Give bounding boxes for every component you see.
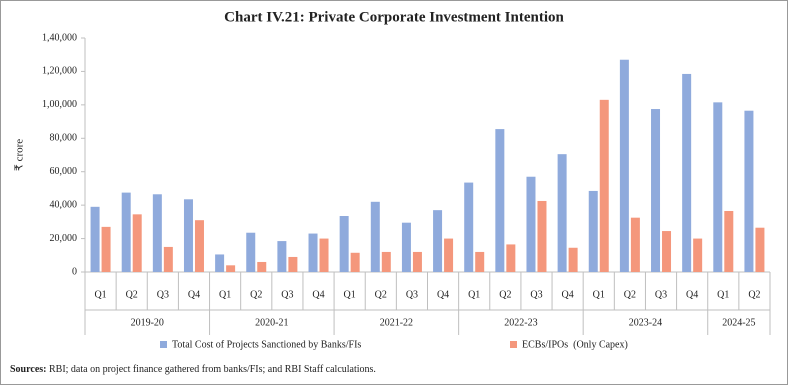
bar [630, 217, 640, 272]
bar [215, 254, 225, 272]
x-tick-label: Q3 [281, 289, 293, 300]
legend-swatch [510, 341, 517, 348]
bar [412, 251, 422, 272]
y-tick-label: 0 [72, 266, 77, 277]
source-text: RBI; data on project finance gathered fr… [46, 364, 375, 375]
chart-title: Chart IV.21: Private Corporate Investmen… [224, 9, 564, 25]
y-axis-label: ₹ crore [14, 139, 26, 171]
x-tick-label: Q4 [437, 289, 449, 300]
x-tick-label: Q1 [344, 289, 356, 300]
bar [588, 190, 598, 272]
bar [90, 206, 100, 272]
x-tick-label: Q2 [748, 289, 760, 300]
bar [288, 256, 298, 272]
x-tick-label: Q2 [250, 289, 262, 300]
bar [381, 251, 391, 272]
bar [495, 129, 505, 272]
bar [568, 247, 578, 272]
y-tick-label: 1,20,000 [42, 66, 77, 77]
y-tick-label: 80,000 [50, 133, 78, 144]
x-tick-label: Q4 [188, 289, 200, 300]
legend-label: Total Cost of Projects Sanctioned by Ban… [172, 339, 361, 350]
group-label: 2022-23 [504, 317, 537, 328]
bar [682, 73, 692, 272]
bar [246, 232, 256, 272]
legend-label: ECBs/IPOs (Only Capex) [522, 339, 628, 350]
group-label: 2020-21 [255, 317, 288, 328]
bar [693, 238, 703, 272]
group-label: 2021-22 [380, 317, 413, 328]
bar [121, 192, 131, 272]
x-tick-label: Q4 [686, 289, 698, 300]
bar [370, 201, 380, 272]
bar [257, 261, 267, 272]
bar [444, 238, 454, 272]
legend-swatch [160, 341, 167, 348]
bar [101, 226, 111, 272]
bar [401, 222, 411, 272]
bar [651, 109, 661, 273]
bar [132, 214, 142, 272]
x-tick-label: Q1 [593, 289, 605, 300]
bar [662, 231, 672, 272]
bar [475, 251, 485, 272]
y-tick-label: 1,00,000 [42, 99, 77, 110]
x-tick-label: Q4 [312, 289, 324, 300]
group-label: 2023-24 [629, 317, 662, 328]
bar [152, 194, 162, 272]
bar [619, 59, 629, 272]
x-tick-label: Q1 [468, 289, 480, 300]
group-label: 2024-25 [722, 317, 755, 328]
y-tick-label: 60,000 [50, 166, 78, 177]
x-tick-label: Q3 [157, 289, 169, 300]
bar [713, 102, 723, 272]
bar [308, 233, 318, 272]
x-tick-label: Q1 [717, 289, 729, 300]
bar [183, 199, 193, 272]
bar [433, 210, 443, 272]
bar [277, 241, 287, 272]
y-tick-label: 20,000 [50, 233, 78, 244]
source-note: Sources: RBI; data on project finance ga… [10, 364, 376, 375]
bar [744, 110, 754, 272]
x-tick-label: Q1 [94, 289, 106, 300]
bar [724, 210, 734, 272]
x-tick-label: Q4 [561, 289, 573, 300]
bar [350, 252, 360, 272]
bar [599, 99, 609, 272]
y-tick-label: 40,000 [50, 199, 78, 210]
bar [557, 154, 567, 272]
bar [537, 200, 547, 272]
x-tick-label: Q2 [375, 289, 387, 300]
x-tick-label: Q3 [406, 289, 418, 300]
x-tick-label: Q2 [499, 289, 511, 300]
bar [319, 238, 329, 272]
bar [526, 176, 536, 272]
x-tick-label: Q3 [655, 289, 667, 300]
bar [194, 220, 204, 272]
bar [339, 216, 349, 272]
source-label: Sources: [10, 364, 46, 375]
x-tick-label: Q1 [219, 289, 231, 300]
x-tick-label: Q3 [530, 289, 542, 300]
bar [226, 265, 236, 272]
group-label: 2019-20 [131, 317, 164, 328]
x-tick-label: Q2 [624, 289, 636, 300]
bar [506, 244, 516, 272]
bar [755, 227, 765, 272]
y-tick-label: 1,40,000 [42, 32, 77, 43]
x-tick-label: Q2 [126, 289, 138, 300]
bar [163, 246, 173, 272]
bar [464, 182, 474, 272]
